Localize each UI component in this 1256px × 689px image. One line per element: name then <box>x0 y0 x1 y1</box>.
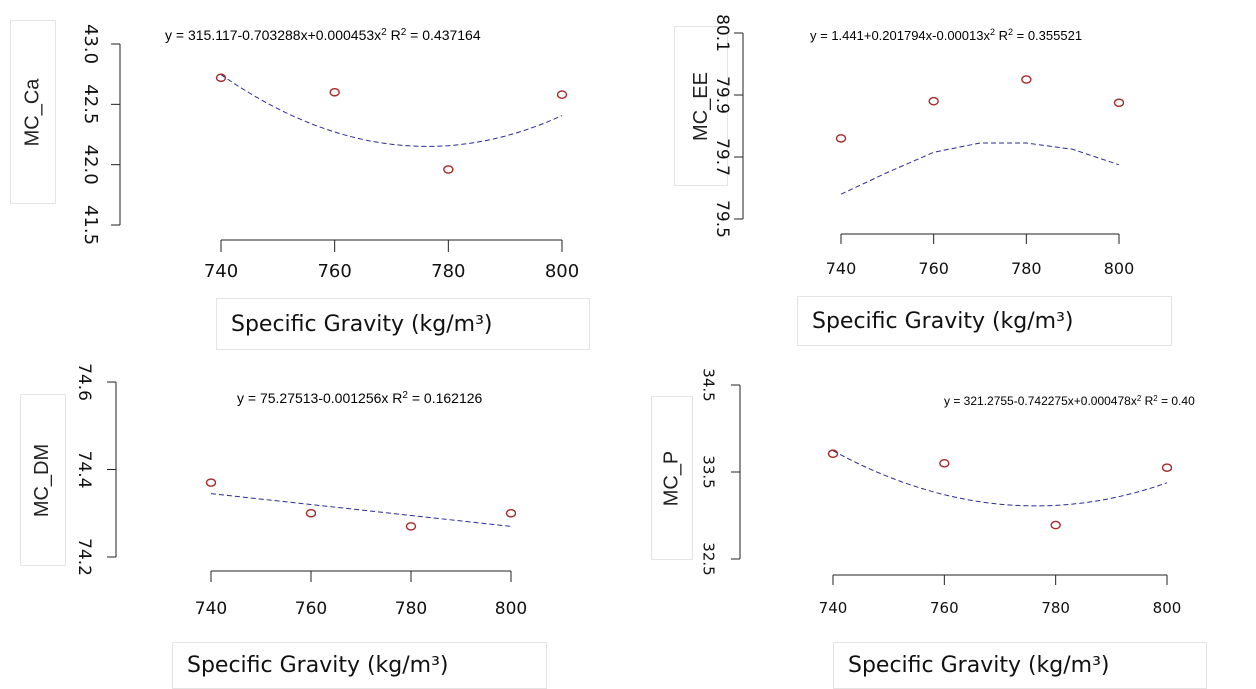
x-axis-label: Specific Gravity (kg/m³) <box>231 311 493 337</box>
x-axis-label-box: Specific Gravity (kg/m³) <box>216 298 590 350</box>
plot-area: 32.5 33.5 34.5 740 760 780 800 y = 321.2755-0.7… <box>700 368 1196 617</box>
x-tick-label: 760 <box>317 261 351 282</box>
x-tick-label: 740 <box>819 599 848 617</box>
x-tick-label: 780 <box>1041 599 1070 617</box>
y-axis-label-box: MC_P <box>651 396 693 560</box>
plot-area: 79.5 79.7 79.9 80.1 740 760 780 800 y = 1.441+0.… <box>712 14 1135 278</box>
x-tick-label: 760 <box>918 259 949 278</box>
data-point <box>505 508 517 518</box>
x-axis-label: Specific Gravity (kg/m³) <box>187 653 449 678</box>
chart-panel-ca: MC_Ca 41.5 42.0 42.5 43.0 740 760 780 800 y = 31… <box>0 0 620 350</box>
data-point <box>1113 98 1125 108</box>
data-point <box>939 459 950 468</box>
x-axis-label-box: Specific Gravity (kg/m³) <box>172 642 547 689</box>
data-point <box>1021 75 1032 84</box>
chart-panel-dm: MC_DM 74.2 74.4 74.6 740 760 780 800 y = 75.275… <box>0 350 620 689</box>
x-tick-label: 780 <box>431 261 465 282</box>
y-tick-label: 43.0 <box>80 24 101 64</box>
fit-curve <box>832 450 1168 507</box>
y-axis-label-box: MC_DM <box>20 394 66 566</box>
x-tick-label: 740 <box>204 261 238 282</box>
data-point <box>1050 520 1061 530</box>
x-tick-label: 740 <box>195 599 227 619</box>
x-tick-label: 800 <box>1153 599 1182 617</box>
data-point <box>329 87 340 97</box>
y-tick-label: 79.9 <box>712 76 732 114</box>
plot-area: 74.2 74.4 74.6 740 760 780 800 y = 75.27513-0.0… <box>74 363 527 619</box>
y-tick-label: 42.0 <box>80 145 101 185</box>
x-tick-label: 780 <box>1011 259 1042 278</box>
y-tick-label: 80.1 <box>712 14 732 52</box>
x-tick-label: 800 <box>1104 259 1135 278</box>
data-point <box>205 478 217 487</box>
regression-equation: y = 75.27513-0.001256x R2 = 0.162126 <box>237 390 483 407</box>
y-tick-label: 74.6 <box>74 363 94 401</box>
y-tick-label: 34.5 <box>700 368 718 401</box>
y-tick-label: 79.5 <box>712 200 732 238</box>
y-tick-label: 41.5 <box>80 205 101 245</box>
y-tick-label: 74.2 <box>74 538 94 576</box>
x-axis-label: Specific Gravity (kg/m³) <box>812 308 1074 334</box>
x-tick-label: 760 <box>295 599 327 619</box>
x-axis-label-box: Specific Gravity (kg/m³) <box>797 296 1172 346</box>
data-point <box>1161 463 1173 472</box>
fit-curve <box>220 74 563 147</box>
regression-equation: y = 315.117-0.703288x+0.000453x2 R2 = 0.… <box>165 27 481 44</box>
data-point <box>215 73 227 83</box>
chart-panel-p: MC_P 32.5 33.5 34.5 740 760 780 800 y = 321.275… <box>620 350 1256 689</box>
fit-curve <box>840 142 1120 195</box>
y-axis-label-box: MC_EE <box>674 26 728 186</box>
y-tick-label: 42.5 <box>80 84 101 124</box>
x-tick-label: 780 <box>395 599 427 619</box>
data-point <box>835 134 847 143</box>
data-point <box>405 522 417 531</box>
x-tick-label: 760 <box>930 599 959 617</box>
data-point <box>827 449 839 459</box>
x-tick-label: 800 <box>545 261 579 282</box>
chart-panel-ee: MC_EE 79.5 79.7 79.9 80.1 740 760 780 800 y = 1.… <box>620 0 1256 350</box>
y-tick-label: 33.5 <box>700 455 718 488</box>
x-tick-label: 740 <box>826 259 857 278</box>
data-point <box>443 165 454 174</box>
y-tick-label: 79.7 <box>712 138 732 176</box>
fit-curve <box>210 493 512 527</box>
y-tick-label: 74.4 <box>74 451 94 489</box>
regression-equation: y = 1.441+0.201794x-0.00013x2 R2 = 0.355… <box>810 27 1082 43</box>
y-tick-label: 32.5 <box>700 542 718 575</box>
x-axis-label: Specific Gravity (kg/m³) <box>848 653 1110 678</box>
data-point <box>928 96 939 106</box>
plot-area: 41.5 42.0 42.5 43.0 740 760 780 800 y = 315.117-… <box>80 24 579 282</box>
x-axis-label-box: Specific Gravity (kg/m³) <box>833 642 1207 689</box>
x-tick-label: 800 <box>495 599 527 619</box>
y-axis-label-box: MC_Ca <box>10 20 56 204</box>
regression-equation: y = 321.2755-0.742275x+0.000478x2 R2 = 0… <box>944 394 1195 409</box>
data-point <box>305 508 317 518</box>
data-point <box>556 90 568 99</box>
